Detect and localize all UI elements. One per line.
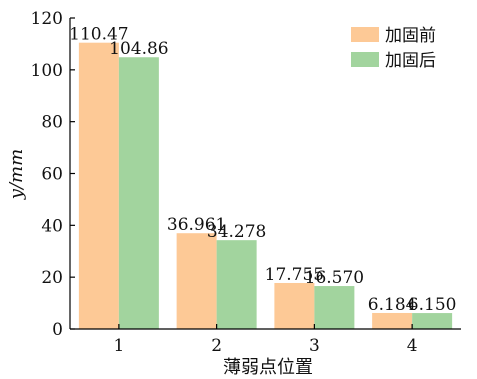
x-ticks-group: 1 2 3 4 bbox=[113, 324, 418, 356]
x-tick-label: 2 bbox=[211, 336, 222, 356]
legend-swatch-after bbox=[351, 52, 379, 67]
y-tick-label: 40 bbox=[41, 216, 63, 236]
y-tick-label: 0 bbox=[52, 320, 63, 340]
x-axis-title: 薄弱点位置 bbox=[223, 357, 313, 378]
bar-before-2 bbox=[176, 233, 217, 329]
y-tick-label: 60 bbox=[41, 165, 63, 185]
data-label-after-2: 34.278 bbox=[207, 222, 266, 242]
legend-label-before: 加固前 bbox=[385, 26, 436, 46]
bar-after-1 bbox=[118, 57, 159, 330]
legend-label-after: 加固后 bbox=[385, 51, 436, 71]
y-tick-label: 100 bbox=[31, 61, 63, 81]
data-label-before-1: 110.47 bbox=[69, 25, 128, 45]
data-label-before-2: 36.961 bbox=[167, 215, 226, 235]
x-tick-label: 3 bbox=[309, 336, 320, 356]
y-tick-label: 80 bbox=[41, 113, 63, 133]
data-label-after-1: 104.86 bbox=[109, 39, 168, 59]
data-label-before-4: 6.184 bbox=[368, 295, 417, 315]
y-axis-title: y/mm bbox=[6, 149, 27, 200]
y-tick-label: 120 bbox=[31, 9, 63, 29]
legend: 加固前 加固后 bbox=[351, 26, 436, 71]
bar-after-4 bbox=[412, 313, 453, 329]
bar-before-1 bbox=[78, 42, 119, 330]
bar-before-3 bbox=[274, 282, 315, 329]
legend-swatch-before bbox=[351, 27, 379, 42]
y-tick-label: 20 bbox=[41, 268, 63, 288]
bar-after-2 bbox=[216, 240, 257, 329]
x-tick-label: 4 bbox=[407, 336, 418, 356]
data-label-after-4: 6.150 bbox=[408, 295, 457, 315]
y-ticks-group: 0 20 40 60 80 100 120 bbox=[31, 9, 75, 340]
bar-after-3 bbox=[314, 286, 355, 329]
data-label-before-3: 17.755 bbox=[265, 265, 324, 285]
bar-before-4 bbox=[372, 312, 413, 329]
bars-group bbox=[78, 42, 453, 330]
x-tick-label: 1 bbox=[113, 336, 124, 356]
data-label-after-3: 16.570 bbox=[305, 268, 364, 288]
